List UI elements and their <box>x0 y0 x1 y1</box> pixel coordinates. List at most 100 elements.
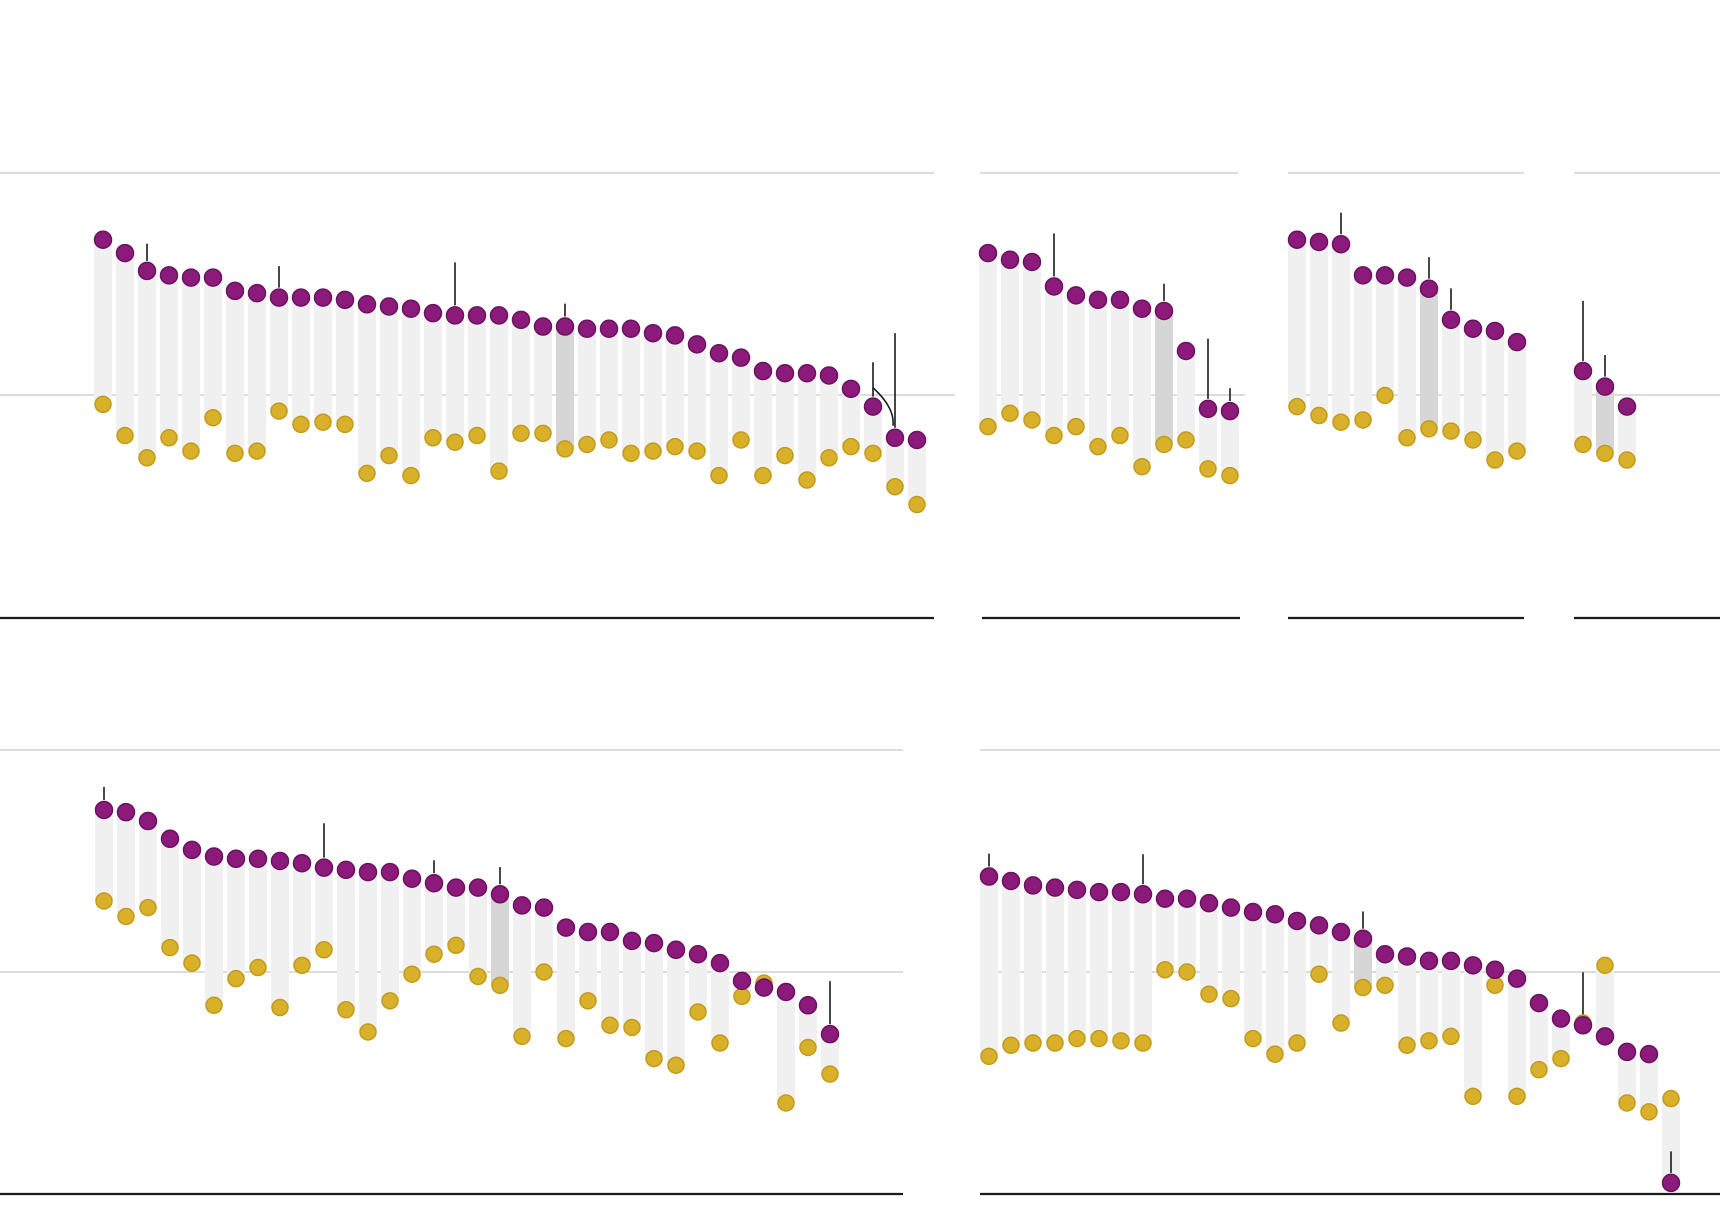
data-point-series-2 <box>534 424 552 443</box>
data-point-series-2 <box>226 444 244 463</box>
data-point-series-2 <box>116 426 134 445</box>
data-point-series-1 <box>978 243 998 263</box>
data-point-series-2 <box>556 440 574 458</box>
highlight-bar <box>1155 310 1173 445</box>
data-point-series-1 <box>1573 361 1593 381</box>
data-point-series-2 <box>513 1027 531 1046</box>
data-point-series-1 <box>1044 277 1064 296</box>
range-bar <box>710 353 728 476</box>
data-point-series-1 <box>709 343 729 363</box>
range-bar <box>821 1034 839 1075</box>
data-point-series-2 <box>161 938 179 957</box>
data-point-series-2 <box>689 1003 707 1021</box>
data-point-series-1 <box>1507 332 1527 352</box>
chart-panel-1 <box>0 172 955 620</box>
data-point-series-1 <box>225 281 245 301</box>
range-bar <box>1486 330 1504 461</box>
data-point-series-2 <box>1618 1094 1636 1112</box>
data-point-series-1 <box>533 317 553 336</box>
range-bar <box>249 858 267 968</box>
range-bar <box>799 1005 817 1048</box>
data-point-series-1 <box>688 944 708 964</box>
data-point-series-1 <box>489 306 509 325</box>
data-point-series-1 <box>269 288 289 307</box>
range-bar <box>1112 892 1130 1041</box>
data-point-series-2 <box>117 907 135 926</box>
data-point-series-2 <box>1332 413 1350 431</box>
data-point-series-1 <box>468 878 488 897</box>
data-point-series-2 <box>1001 404 1019 423</box>
data-point-series-1 <box>1111 882 1131 902</box>
data-point-series-1 <box>314 858 334 877</box>
data-point-series-1 <box>753 361 773 381</box>
range-bar <box>1221 411 1239 476</box>
data-point-series-2 <box>820 449 838 467</box>
range-bar <box>534 326 552 434</box>
range-bar <box>1023 262 1041 420</box>
range-bar <box>117 812 135 917</box>
data-point-series-2 <box>799 1038 817 1057</box>
range-bar <box>1310 925 1328 975</box>
data-point-series-1 <box>1353 266 1373 285</box>
data-point-series-1 <box>621 319 641 338</box>
data-point-series-2 <box>94 395 112 414</box>
range-bar <box>798 373 816 481</box>
data-point-series-1 <box>94 800 114 820</box>
data-point-series-2 <box>1332 1014 1350 1032</box>
data-point-series-2 <box>1200 985 1218 1003</box>
data-point-series-2 <box>1354 978 1372 997</box>
data-point-series-2 <box>821 1065 839 1083</box>
data-point-series-2 <box>1596 444 1614 463</box>
data-point-series-1 <box>511 310 531 330</box>
data-point-series-2 <box>1002 1036 1020 1055</box>
data-point-series-1 <box>1375 266 1395 285</box>
range-bar <box>116 253 134 436</box>
data-point-series-2 <box>204 409 222 427</box>
data-point-series-1 <box>1375 944 1395 964</box>
data-point-series-2 <box>1199 460 1217 478</box>
range-bar <box>622 328 640 454</box>
data-point-series-2 <box>667 1056 685 1074</box>
data-point-series-1 <box>643 323 663 343</box>
data-point-series-1 <box>291 288 311 307</box>
range-bar <box>314 297 332 423</box>
range-bar <box>1001 259 1019 414</box>
data-point-series-1 <box>556 918 576 937</box>
data-point-series-2 <box>711 1034 729 1052</box>
data-point-series-1 <box>1220 401 1240 421</box>
data-point-series-2 <box>1222 989 1240 1008</box>
data-point-series-1 <box>1419 279 1439 298</box>
data-point-series-1 <box>1573 1016 1593 1035</box>
data-point-series-2 <box>688 442 706 460</box>
data-point-series-2 <box>1111 426 1129 445</box>
data-point-series-1 <box>1397 268 1417 287</box>
range-bar <box>248 293 266 452</box>
data-point-series-2 <box>908 495 926 514</box>
range-bar <box>908 440 926 505</box>
data-point-series-1 <box>1243 902 1263 922</box>
data-point-series-2 <box>980 1047 998 1066</box>
data-point-series-2 <box>1596 956 1614 975</box>
data-point-series-2 <box>1442 1027 1460 1046</box>
range-bar <box>380 306 398 456</box>
data-point-series-1 <box>1176 341 1196 361</box>
range-bar <box>754 371 772 476</box>
data-point-series-1 <box>203 268 223 287</box>
range-bar <box>600 328 618 440</box>
data-point-series-1 <box>1045 878 1065 897</box>
range-bar <box>1508 978 1526 1097</box>
range-bar <box>94 239 112 405</box>
data-point-series-2 <box>1618 451 1636 469</box>
data-point-series-2 <box>1486 451 1504 469</box>
data-point-series-1 <box>1617 1042 1637 1062</box>
data-point-series-2 <box>1288 1034 1306 1052</box>
data-point-series-1 <box>467 306 487 325</box>
range-bar <box>1442 319 1460 432</box>
data-point-series-1 <box>555 317 575 336</box>
data-point-series-2 <box>491 976 509 995</box>
data-point-series-1 <box>1133 885 1153 904</box>
data-point-series-1 <box>401 299 421 318</box>
range-bar <box>1266 914 1284 1055</box>
range-bar <box>359 872 377 1032</box>
data-point-series-1 <box>445 306 465 325</box>
